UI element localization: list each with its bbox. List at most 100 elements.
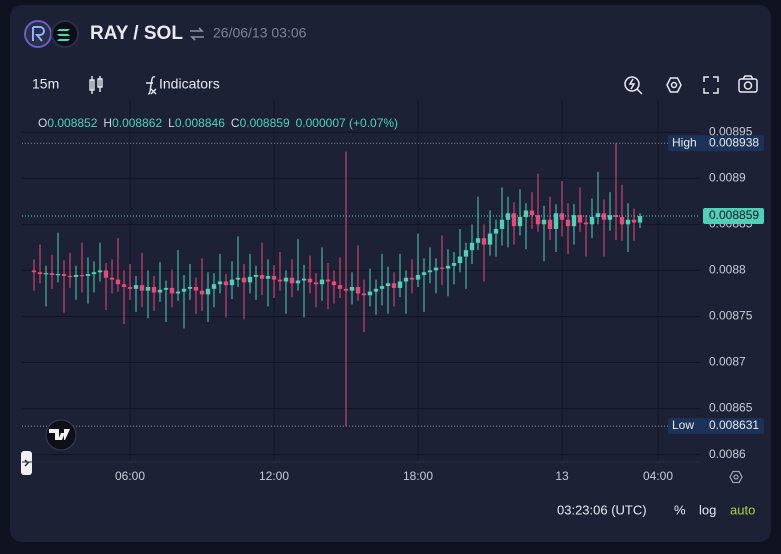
x-tick-label: 12:00 bbox=[259, 469, 289, 483]
scale-button[interactable]: % bbox=[674, 502, 686, 517]
y-tick-label: 0.0087 bbox=[709, 355, 746, 369]
ohlc-legend-item: L bbox=[168, 116, 175, 130]
candle-body bbox=[361, 293, 367, 296]
clock: 03:23:06 (UTC) bbox=[557, 502, 647, 517]
candle-body bbox=[373, 288, 379, 292]
candle-body bbox=[175, 291, 181, 294]
ohlc-legend-item: 0.008862 bbox=[112, 116, 162, 130]
price-marker-value: 0.008631 bbox=[709, 418, 759, 432]
candle-body bbox=[277, 279, 283, 282]
candle-body bbox=[529, 210, 535, 216]
price-marker-value: 0.008938 bbox=[709, 135, 759, 149]
candle-body bbox=[577, 215, 583, 223]
toolbar-right-icons[interactable] bbox=[624, 75, 758, 95]
candle-body bbox=[571, 215, 577, 227]
candle-body bbox=[103, 270, 109, 278]
indicators-icon[interactable] bbox=[146, 76, 157, 95]
x-tick-label: 18:00 bbox=[403, 469, 433, 483]
y-tick-label: 0.00865 bbox=[709, 401, 753, 415]
candle-body bbox=[427, 270, 433, 273]
tv-logo[interactable] bbox=[45, 419, 77, 451]
candle-body bbox=[145, 286, 151, 291]
candle-body bbox=[205, 288, 211, 295]
last-price-tag bbox=[703, 208, 764, 225]
candle-body bbox=[49, 273, 55, 276]
candle-body bbox=[271, 275, 277, 280]
candle-body bbox=[481, 238, 487, 245]
x-tick-label: 04:00 bbox=[643, 469, 673, 483]
candle-body bbox=[139, 285, 145, 291]
price-marker-tag bbox=[668, 418, 764, 435]
candle-body bbox=[637, 216, 643, 223]
scale-button[interactable]: log bbox=[699, 502, 716, 517]
indicators-button[interactable]: Indicators bbox=[159, 76, 220, 92]
candle-body bbox=[247, 276, 253, 283]
collapse-button[interactable] bbox=[21, 451, 32, 475]
candle-body bbox=[421, 272, 427, 276]
candle-body bbox=[325, 279, 331, 282]
candle-body bbox=[151, 286, 157, 293]
scale-button[interactable]: auto bbox=[730, 502, 755, 517]
candle-body bbox=[337, 285, 343, 289]
candle-body bbox=[349, 286, 355, 291]
candle-body bbox=[157, 289, 163, 293]
panel bbox=[10, 5, 771, 542]
candle-body bbox=[73, 275, 79, 277]
candle-body bbox=[253, 275, 259, 277]
candle-body bbox=[511, 213, 517, 227]
candle-type-icon[interactable] bbox=[89, 76, 103, 94]
plot-area bbox=[22, 100, 700, 462]
y-tick-label: 0.00875 bbox=[709, 309, 753, 323]
timestamp: 26/06/13 03:06 bbox=[213, 25, 307, 41]
coin-icons bbox=[24, 20, 79, 48]
candle-body bbox=[355, 286, 361, 294]
candle-body bbox=[193, 286, 199, 291]
ohlc-legend: O0.008852 H0.008862 L0.008846 C0.008859 0.00… bbox=[38, 116, 398, 130]
candle-body bbox=[187, 286, 193, 289]
candle-body bbox=[439, 267, 445, 269]
settings-icon[interactable] bbox=[729, 470, 743, 484]
candle-body bbox=[553, 213, 559, 229]
candle-body bbox=[331, 281, 337, 286]
candle-body bbox=[607, 215, 613, 220]
candle-body bbox=[115, 279, 121, 285]
ohlc-legend-item: 0.008859 bbox=[240, 116, 290, 130]
candle-body bbox=[475, 238, 481, 243]
candle-body bbox=[199, 290, 205, 295]
candle-body bbox=[67, 275, 73, 278]
candle-body bbox=[295, 280, 301, 284]
price-marker-tag bbox=[668, 135, 764, 152]
candle-body bbox=[181, 288, 187, 292]
ohlc-legend-item: H bbox=[103, 116, 112, 130]
candle-body bbox=[397, 281, 403, 288]
candle-body bbox=[379, 286, 385, 289]
candle-body bbox=[523, 210, 529, 217]
candle-body bbox=[289, 277, 295, 284]
price-marker-label: High bbox=[672, 135, 697, 149]
candle-body bbox=[583, 222, 589, 225]
swap-icon[interactable] bbox=[190, 27, 204, 41]
candle-body bbox=[43, 273, 49, 275]
candle-body bbox=[535, 215, 541, 225]
candle-body bbox=[283, 277, 289, 282]
ohlc-legend-item: O bbox=[38, 116, 47, 130]
candle-body bbox=[625, 219, 631, 225]
candle-body bbox=[169, 287, 175, 294]
ohlc-legend-item: 0.008852 bbox=[47, 116, 97, 130]
y-tick-label: 0.0086 bbox=[709, 447, 746, 461]
candle-body bbox=[211, 284, 217, 289]
candle-body bbox=[121, 284, 127, 287]
candle-body bbox=[619, 216, 625, 225]
candle-body bbox=[367, 291, 373, 296]
candle-body bbox=[85, 274, 91, 276]
ohlc-legend-item: 0.000007 (+0.07%) bbox=[296, 116, 398, 130]
interval-button[interactable]: 15m bbox=[32, 76, 59, 92]
candle-body bbox=[109, 277, 115, 280]
candle-body bbox=[163, 287, 169, 290]
candle-body bbox=[415, 275, 421, 280]
candle-body bbox=[301, 278, 307, 281]
candle-body bbox=[433, 267, 439, 271]
candle-body bbox=[409, 277, 415, 280]
